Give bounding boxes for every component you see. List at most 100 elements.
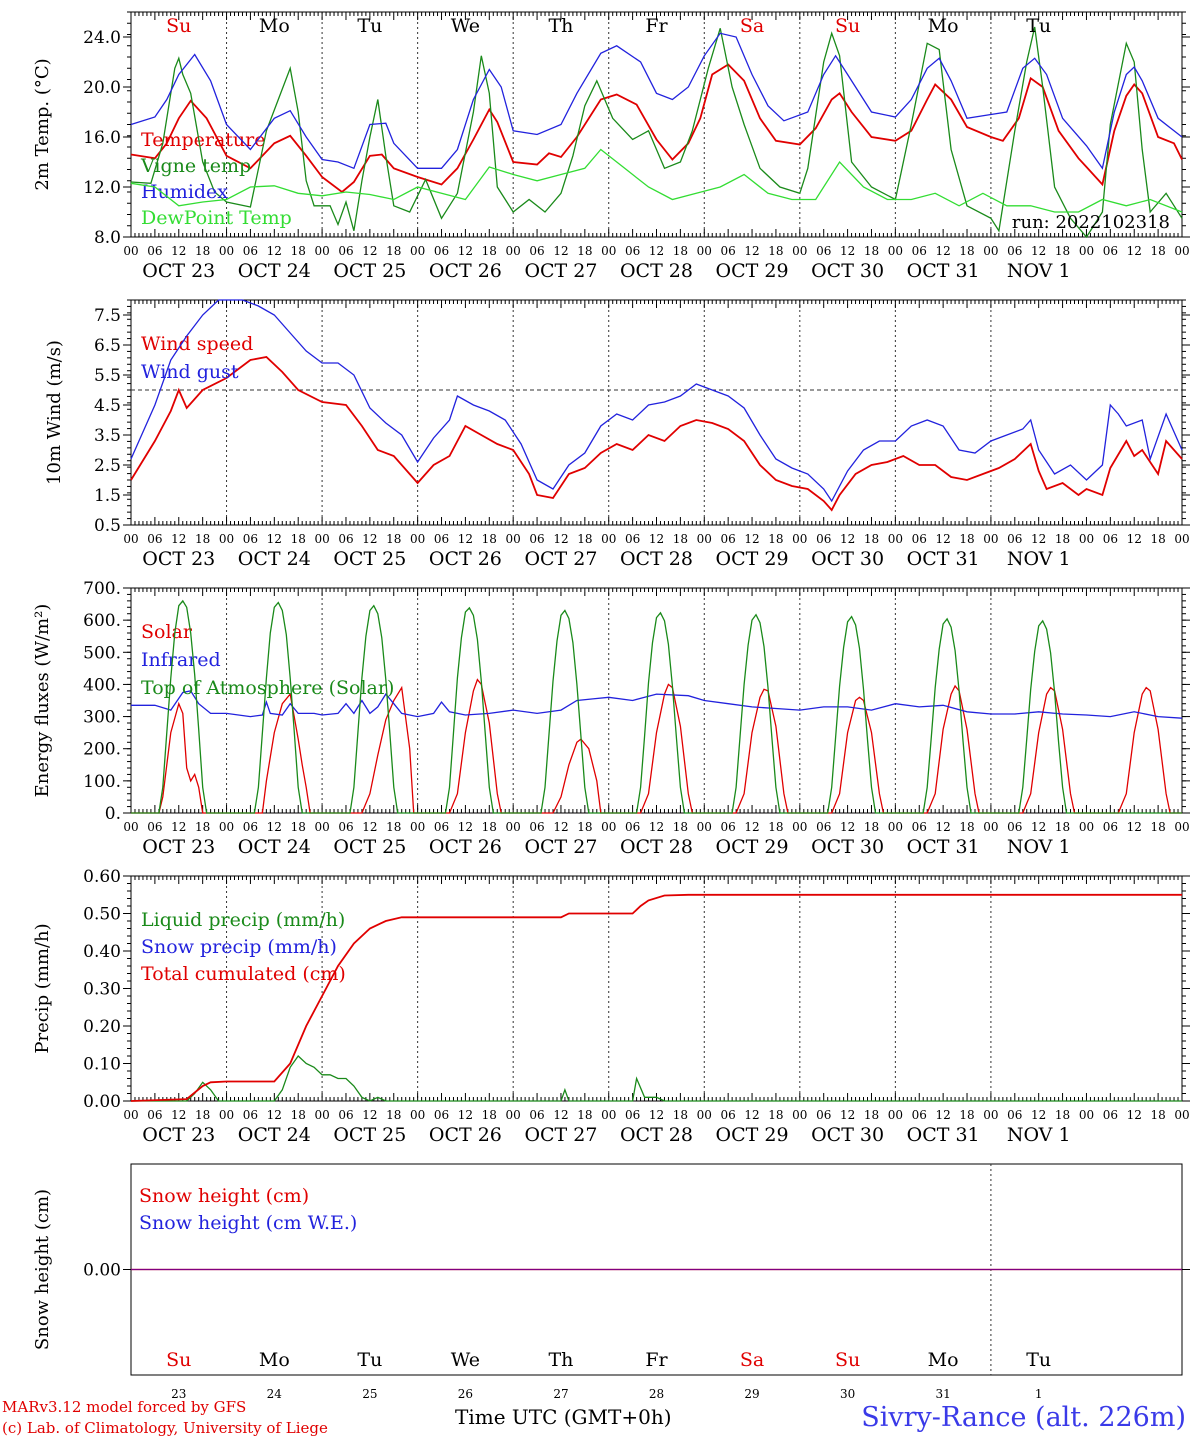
date-label: OCT 25 (333, 1124, 406, 1146)
day-number-label: 25 (362, 1387, 377, 1401)
hour-tick-label: 18 (1150, 532, 1165, 546)
date-label: OCT 24 (238, 260, 311, 282)
hour-tick-label: 00 (123, 244, 138, 258)
date-label: NOV 1 (1007, 836, 1071, 858)
date-label: OCT 26 (429, 836, 502, 858)
hour-tick-label: 18 (482, 1108, 497, 1122)
y-tick-label: 2.5 (94, 456, 121, 476)
day-name-label: Fr (645, 1349, 668, 1371)
y-tick-label: 5.5 (94, 366, 121, 386)
date-label: OCT 31 (907, 260, 980, 282)
legend-entry: Snow precip (mm/h) (141, 936, 337, 958)
date-label: OCT 26 (429, 260, 502, 282)
hour-tick-label: 12 (458, 1108, 473, 1122)
day-name-label: Su (166, 15, 191, 37)
hour-tick-label: 06 (147, 532, 162, 546)
hour-tick-label: 12 (840, 532, 855, 546)
hour-tick-label: 18 (291, 820, 306, 834)
hour-tick-label: 18 (1055, 244, 1070, 258)
hour-tick-label: 12 (553, 820, 568, 834)
hour-tick-label: 00 (983, 820, 998, 834)
hour-tick-label: 18 (1150, 244, 1165, 258)
series-line (130, 32, 1183, 170)
date-label: OCT 31 (907, 836, 980, 858)
hour-tick-label: 12 (362, 820, 377, 834)
hour-tick-label: 06 (434, 820, 449, 834)
day-name-label: Tu (357, 1349, 382, 1371)
date-label: OCT 23 (142, 548, 215, 570)
series-line (131, 690, 1183, 719)
date-label: OCT 29 (716, 1124, 789, 1146)
hour-tick-label: 18 (864, 532, 879, 546)
hour-tick-label: 00 (697, 532, 712, 546)
date-label: OCT 30 (811, 836, 884, 858)
y-tick-label: 4.5 (94, 396, 121, 416)
hour-tick-label: 18 (864, 1108, 879, 1122)
hour-tick-label: 00 (888, 532, 903, 546)
hour-tick-label: 12 (362, 1108, 377, 1122)
day-name-label: Tu (1026, 1349, 1051, 1371)
legend-entry: Snow height (cm W.E.) (139, 1212, 357, 1234)
y-tick-label: 7.5 (94, 306, 121, 326)
legend-entry: Vigne temp (140, 155, 251, 177)
hour-tick-label: 00 (601, 244, 616, 258)
date-label: OCT 31 (907, 1124, 980, 1146)
hour-tick-label: 06 (1103, 820, 1118, 834)
day-name-label: We (451, 1349, 480, 1371)
hour-tick-label: 00 (792, 532, 807, 546)
hour-tick-label: 00 (792, 1108, 807, 1122)
day-name-label: Th (548, 1349, 573, 1371)
hour-tick-label: 06 (721, 244, 736, 258)
hour-tick-label: 06 (625, 532, 640, 546)
y-tick-label: 100. (83, 772, 121, 792)
station-name: Sivry-Rance (alt. 226m) (861, 1402, 1186, 1433)
date-label: OCT 30 (811, 260, 884, 282)
hour-tick-label: 00 (888, 820, 903, 834)
hour-tick-label: 12 (840, 1108, 855, 1122)
hour-tick-label: 06 (529, 244, 544, 258)
day-name-label: Tu (357, 15, 382, 37)
date-label: OCT 24 (238, 836, 311, 858)
hour-tick-label: 12 (553, 1108, 568, 1122)
hour-tick-label: 12 (458, 820, 473, 834)
hour-tick-label: 06 (816, 532, 831, 546)
plot-frame (130, 587, 1183, 814)
date-label: OCT 26 (429, 548, 502, 570)
series-line (131, 678, 1182, 814)
hour-tick-label: 18 (386, 1108, 401, 1122)
hour-tick-label: 00 (219, 1108, 234, 1122)
hour-tick-label: 18 (959, 1108, 974, 1122)
date-label: OCT 30 (811, 548, 884, 570)
hour-tick-label: 06 (816, 1108, 831, 1122)
date-label: OCT 24 (238, 1124, 311, 1146)
y-axis-label: Snow height (cm) (32, 1189, 53, 1350)
date-label: OCT 26 (429, 1124, 502, 1146)
hour-tick-label: 00 (123, 820, 138, 834)
hour-tick-label: 18 (959, 820, 974, 834)
hour-tick-label: 18 (386, 820, 401, 834)
hour-tick-label: 00 (410, 244, 425, 258)
series-line (130, 148, 1183, 213)
hour-tick-label: 12 (267, 1108, 282, 1122)
hour-tick-label: 06 (529, 1108, 544, 1122)
y-tick-label: 0.00 (83, 1092, 121, 1112)
day-name-label: Fr (645, 15, 668, 37)
day-number-label: 24 (267, 1387, 283, 1401)
hour-tick-label: 12 (171, 1108, 186, 1122)
hour-tick-label: 18 (673, 1108, 688, 1122)
hour-tick-label: 06 (338, 532, 353, 546)
hour-tick-label: 12 (935, 532, 950, 546)
date-label: OCT 23 (142, 836, 215, 858)
hour-tick-label: 06 (243, 244, 258, 258)
hour-tick-label: 06 (338, 1108, 353, 1122)
hour-tick-label: 12 (1127, 1108, 1142, 1122)
y-tick-label: 400. (83, 675, 121, 695)
date-label: OCT 29 (716, 548, 789, 570)
hour-tick-label: 12 (171, 244, 186, 258)
hour-tick-label: 18 (291, 244, 306, 258)
y-tick-label: 0.20 (83, 1017, 121, 1037)
hour-tick-label: 18 (577, 820, 592, 834)
date-label: OCT 28 (620, 548, 693, 570)
date-label: OCT 27 (524, 260, 597, 282)
